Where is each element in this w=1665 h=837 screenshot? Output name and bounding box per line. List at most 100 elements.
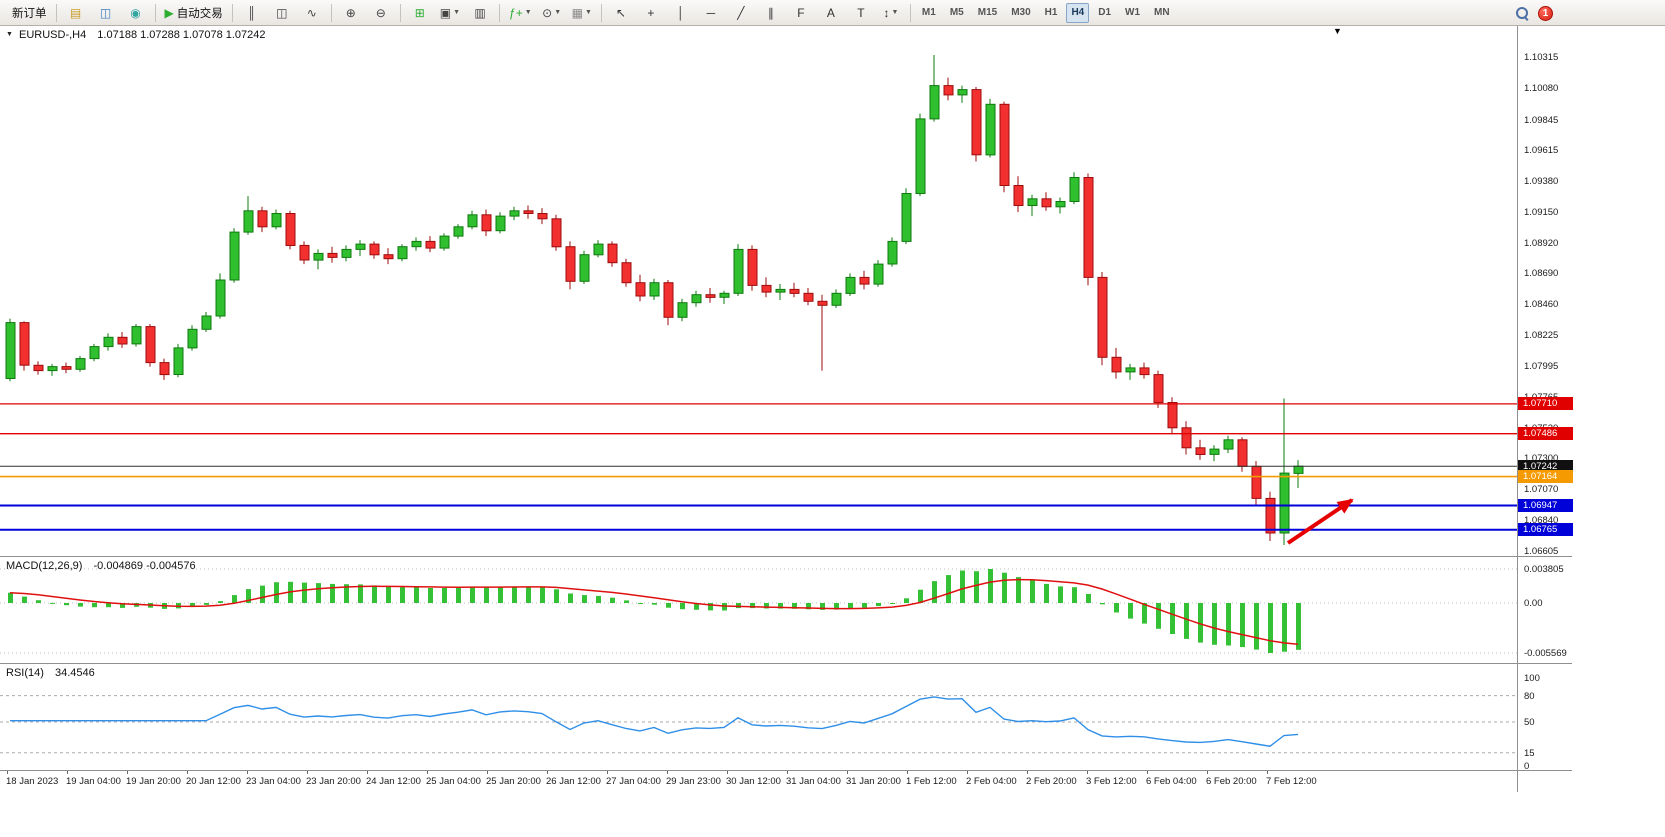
macd-header: MACD(12,26,9) -0.004869 -0.004576: [6, 560, 196, 572]
price-axis-label: 1.09615: [1524, 145, 1559, 157]
periods-icon-dropdown[interactable]: ▼: [554, 9, 562, 16]
main-chart-pane[interactable]: ▼ EURUSD-,H4 1.07188 1.07288 1.07078 1.0…: [0, 26, 1517, 556]
chart-ohlc-values: 1.07188 1.07288 1.07078 1.07242: [97, 29, 266, 41]
time-axis-tick: [1207, 771, 1208, 774]
timeframe-h1-button[interactable]: H1: [1044, 7, 1058, 18]
time-axis-label: 7 Feb 12:00: [1266, 776, 1317, 787]
pane-separator[interactable]: [0, 770, 1572, 771]
templates-icon-dropdown[interactable]: ▼: [584, 9, 592, 16]
symbol-dropdown-icon[interactable]: ▼: [6, 31, 13, 38]
price-tag: 1.07242: [1518, 459, 1573, 473]
candlestick-chart-icon[interactable]: ◫: [268, 2, 296, 24]
time-axis-label: 25 Jan 20:00: [486, 776, 541, 787]
price-axis-label: 1.07765: [1524, 392, 1558, 403]
price-tag: 1.07486: [1518, 427, 1573, 441]
macd-chart[interactable]: [0, 557, 1517, 663]
timeframe-w1-button[interactable]: W1: [1125, 7, 1141, 18]
profiles-icon[interactable]: ▥: [466, 2, 494, 24]
price-tag: 1.07710: [1518, 397, 1573, 411]
time-axis-tick: [307, 771, 308, 774]
trendline-icon[interactable]: ╱: [727, 2, 755, 24]
periods-icon: ⊙: [542, 5, 553, 20]
market-watch-icon: ◫: [99, 5, 112, 20]
toolbar-separator: [600, 3, 602, 22]
pane-separator[interactable]: [0, 556, 1572, 557]
timeframe-m1-button[interactable]: M1: [921, 7, 936, 18]
macd-axis-label: 0.00: [1524, 598, 1543, 609]
time-axis-label: 19 Jan 20:00: [126, 776, 181, 787]
crosshair-icon[interactable]: +: [637, 2, 665, 24]
time-axis-label: 20 Jan 12:00: [186, 776, 241, 787]
time-axis-label: 27 Jan 04:00: [606, 776, 661, 787]
search-icon[interactable]: [1514, 5, 1530, 21]
arrows-icon[interactable]: ↕ ▼: [877, 2, 905, 24]
price-axis[interactable]: 1.10315 1.10080 1.09845 1.09615 1.09380 1.091…: [1517, 26, 1573, 792]
candlestick-chart[interactable]: [0, 26, 1517, 556]
templates-icon[interactable]: ▦ ▼: [568, 2, 596, 24]
charts-icon[interactable]: ▤: [62, 2, 90, 24]
channel-icon[interactable]: ∥: [757, 2, 785, 24]
time-axis-tick: [1027, 771, 1028, 774]
new-chart-icon-dropdown[interactable]: ▼: [453, 9, 461, 16]
vertical-line-icon[interactable]: │: [667, 2, 695, 24]
label-icon: T: [857, 5, 865, 20]
cursor-icon: ↖: [615, 5, 626, 20]
new-order-button[interactable]: 新订单: [5, 2, 51, 24]
timeframe-m5-button[interactable]: M5: [949, 7, 964, 18]
indicators-icon-dropdown[interactable]: ▼: [524, 9, 532, 16]
rsi-pane[interactable]: RSI(14) 34.4546: [0, 664, 1517, 770]
rsi-chart[interactable]: [0, 664, 1517, 770]
horizontal-line-icon[interactable]: ─: [697, 2, 725, 24]
timeframe-m15-button[interactable]: M15: [977, 7, 998, 18]
auto-trading-button-label: 自动交易: [176, 7, 223, 20]
time-axis-label: 18 Jan 2023: [6, 776, 59, 787]
tile-windows-icon[interactable]: ⊞: [406, 2, 434, 24]
crosshair-icon: +: [647, 5, 655, 20]
candlestick-chart-icon: ◫: [276, 5, 288, 20]
bar-chart-icon[interactable]: ║: [238, 2, 266, 24]
cursor-icon[interactable]: ↖: [607, 2, 635, 24]
time-axis-tick: [127, 771, 128, 774]
chart-window: ▼ EURUSD-,H4 1.07188 1.07288 1.07078 1.0…: [0, 26, 1573, 792]
auto-trading-button[interactable]: ▶ 自动交易: [161, 2, 227, 24]
time-axis-tick: [1267, 771, 1268, 774]
profiles-icon: ▥: [474, 5, 486, 20]
timeframe-h4-button[interactable]: H4: [1066, 2, 1090, 23]
templates-icon: ▦: [571, 5, 583, 20]
time-axis-tick: [1087, 771, 1088, 774]
price-axis-label: 1.07300: [1524, 453, 1558, 464]
fibonacci-icon[interactable]: F: [787, 2, 815, 24]
macd-pane[interactable]: MACD(12,26,9) -0.004869 -0.004576: [0, 557, 1517, 663]
rsi-axis-label: 15: [1524, 747, 1535, 759]
time-axis[interactable]: 18 Jan 2023 19 Jan 04:00 19 Jan 20:00 20 Ja…: [0, 771, 1517, 792]
market-watch-icon[interactable]: ◫: [92, 2, 120, 24]
chart-shift-marker[interactable]: ▼: [1333, 26, 1342, 36]
time-axis-label: 1 Feb 12:00: [906, 776, 957, 787]
indicators-icon[interactable]: ƒ+ ▼: [505, 2, 536, 24]
toolbar-separator: [154, 3, 156, 22]
line-chart-icon[interactable]: ∿: [298, 2, 326, 24]
time-axis-label: 6 Feb 20:00: [1206, 776, 1257, 787]
zoom-in-icon[interactable]: ⊕: [337, 2, 365, 24]
text-icon[interactable]: A: [817, 2, 845, 24]
arrows-icon-dropdown[interactable]: ▼: [891, 9, 899, 16]
tile-windows-icon: ⊞: [414, 5, 425, 20]
timeframe-m30-button[interactable]: M30: [1011, 7, 1031, 18]
auto-trading-button: ▶: [164, 5, 174, 20]
toolbar-right-cluster: 1: [1514, 0, 1553, 26]
zoom-out-icon[interactable]: ⊖: [367, 2, 395, 24]
rsi-axis-label: 50: [1524, 717, 1535, 728]
macd-axis-label: 0.003805: [1524, 564, 1564, 575]
fibonacci-icon: F: [797, 5, 805, 20]
timeframe-d1-button[interactable]: D1: [1098, 7, 1112, 18]
new-chart-icon[interactable]: ▣ ▼: [436, 2, 464, 24]
pane-separator[interactable]: [0, 663, 1572, 664]
vertical-line-icon: │: [677, 5, 685, 20]
timeframe-mn-button[interactable]: MN: [1154, 7, 1170, 18]
label-icon[interactable]: T: [847, 2, 875, 24]
support-icon[interactable]: ◉: [122, 2, 150, 24]
periods-icon[interactable]: ⊙ ▼: [538, 2, 566, 24]
notification-badge[interactable]: 1: [1538, 5, 1553, 21]
price-tag: 1.07164: [1518, 470, 1573, 484]
time-axis-label: 23 Jan 04:00: [246, 776, 301, 787]
